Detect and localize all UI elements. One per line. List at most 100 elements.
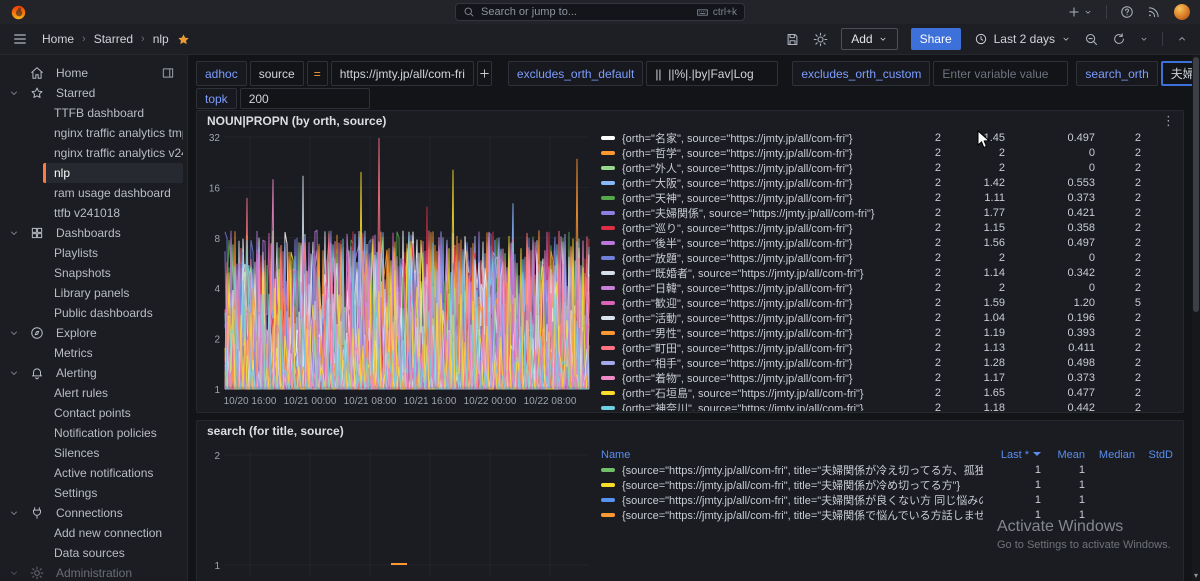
legend-row[interactable]: {orth="後半", source="https://jmty.jp/all/… <box>601 235 1141 250</box>
topk-label[interactable]: topk <box>196 88 237 109</box>
breadcrumb-current[interactable]: nlp <box>152 32 169 46</box>
series-name[interactable]: {orth="夫婦関係", source="https://jmty.jp/al… <box>622 207 875 220</box>
legend-row[interactable]: {orth="日韓", source="https://jmty.jp/all/… <box>601 280 1141 295</box>
legend-row[interactable]: {orth="石垣島", source="https://jmty.jp/all… <box>601 385 1141 400</box>
legend-row[interactable]: {orth="着物", source="https://jmty.jp/all/… <box>601 370 1141 385</box>
chevron-down-icon[interactable] <box>8 567 22 579</box>
adhoc-variable-label[interactable]: adhoc <box>196 61 247 86</box>
save-dashboard-button[interactable] <box>785 32 800 47</box>
chevron-down-icon[interactable] <box>8 227 22 239</box>
legend-row[interactable]: {orth="夫婦関係", source="https://jmty.jp/al… <box>601 205 1141 220</box>
series-name[interactable]: {orth="名家", source="https://jmty.jp/all/… <box>622 132 853 145</box>
column-header-stdd[interactable]: StdD <box>1148 448 1173 461</box>
sidebar-item-silences[interactable]: Silences <box>43 443 183 463</box>
legend-row[interactable]: {orth="神奈川", source="https://jmty.jp/all… <box>601 400 1141 411</box>
legend-row[interactable]: {orth="既婚者", source="https://jmty.jp/all… <box>601 265 1141 280</box>
help-button[interactable] <box>1120 5 1134 19</box>
breadcrumb-home[interactable]: Home <box>42 32 75 46</box>
series-name[interactable]: {orth="哲学", source="https://jmty.jp/all/… <box>622 147 853 160</box>
breadcrumb-starred[interactable]: Starred <box>93 32 134 46</box>
sidebar-item-add-new-connection[interactable]: Add new connection <box>43 523 183 543</box>
series-name[interactable]: {orth="既婚者", source="https://jmty.jp/all… <box>622 267 864 280</box>
share-button[interactable]: Share <box>910 28 961 50</box>
vertical-scrollbar[interactable]: ▾ <box>1192 55 1200 581</box>
topk-input[interactable] <box>239 88 370 109</box>
sidebar-item-settings[interactable]: Settings <box>43 483 183 503</box>
legend-row[interactable]: {orth="歓迎", source="https://jmty.jp/all/… <box>601 295 1141 310</box>
legend-row[interactable]: {orth="放題", source="https://jmty.jp/all/… <box>601 250 1141 265</box>
sidebar-item-alerting[interactable]: Alerting <box>0 363 183 383</box>
chevron-down-icon[interactable] <box>8 87 22 99</box>
series-name[interactable]: {source="https://jmty.jp/all/com-fri", t… <box>622 494 983 507</box>
timeseries-chart[interactable]: 10/20 16:00 10/21 00:00 10/21 08:00 10/21 1… <box>199 131 593 413</box>
sidebar-item-home[interactable]: Home <box>0 63 183 83</box>
dock-icon[interactable] <box>161 66 175 80</box>
adhoc-filter-value[interactable]: https://jmty.jp/all/com-fri <box>330 61 474 86</box>
sidebar-item-nginx-traffic-analytics-tmp-c[interactable]: nginx traffic analytics tmp C... <box>43 123 183 143</box>
column-header-mean[interactable]: Mean <box>1057 448 1085 461</box>
sidebar-item-explore[interactable]: Explore <box>0 323 183 343</box>
sidebar-item-ttfb-v241018[interactable]: ttfb v241018 <box>43 203 183 223</box>
series-name[interactable]: {orth="男性", source="https://jmty.jp/all/… <box>622 327 853 340</box>
chevron-down-icon[interactable] <box>8 367 22 379</box>
series-name[interactable]: {orth="神奈川", source="https://jmty.jp/all… <box>622 402 864 412</box>
legend-row[interactable]: {orth="巡り", source="https://jmty.jp/all/… <box>601 220 1141 235</box>
legend-row[interactable]: {orth="天神", source="https://jmty.jp/all/… <box>601 190 1141 205</box>
series-name[interactable]: {source="https://jmty.jp/all/com-fri", t… <box>622 479 961 492</box>
legend-row[interactable]: {orth="相手", source="https://jmty.jp/all/… <box>601 355 1141 370</box>
time-range-picker[interactable]: Last 2 days <box>974 32 1071 46</box>
series-name[interactable]: {orth="天神", source="https://jmty.jp/all/… <box>622 192 853 205</box>
adhoc-filter-key[interactable]: source <box>249 61 304 86</box>
search-input[interactable]: Search or jump to... ctrl+k <box>455 3 745 21</box>
chevron-down-icon[interactable] <box>8 327 22 339</box>
panel-menu-icon[interactable]: ⋮ <box>1162 113 1175 128</box>
series-name[interactable]: {orth="町田", source="https://jmty.jp/all/… <box>622 342 853 355</box>
sidebar-item-alert-rules[interactable]: Alert rules <box>43 383 183 403</box>
sidebar-item-playlists[interactable]: Playlists <box>43 243 183 263</box>
add-panel-button[interactable]: Add <box>841 28 898 50</box>
scrollbar-thumb[interactable] <box>1193 57 1199 312</box>
sidebar-item-notification-policies[interactable]: Notification policies <box>43 423 183 443</box>
legend-row[interactable]: {orth="哲学", source="https://jmty.jp/all/… <box>601 145 1141 160</box>
zoom-out-time-button[interactable] <box>1084 32 1099 47</box>
user-avatar[interactable] <box>1174 4 1190 20</box>
series-name[interactable]: {orth="放題", source="https://jmty.jp/all/… <box>622 252 853 265</box>
excludes-orth-default-input[interactable] <box>646 61 779 86</box>
column-header-median[interactable]: Median <box>1098 448 1135 461</box>
legend-row[interactable]: {orth="外人", source="https://jmty.jp/all/… <box>601 160 1141 175</box>
sidebar-item-connections[interactable]: Connections <box>0 503 183 523</box>
legend-row[interactable]: {orth="町田", source="https://jmty.jp/all/… <box>601 340 1141 355</box>
adhoc-add-filter-button[interactable] <box>476 61 492 86</box>
sidebar-item-nlp[interactable]: nlp <box>43 163 183 183</box>
chevron-down-icon[interactable] <box>8 507 22 519</box>
sidebar-item-snapshots[interactable]: Snapshots <box>43 263 183 283</box>
series-name[interactable]: {orth="着物", source="https://jmty.jp/all/… <box>622 372 853 385</box>
excludes-orth-custom-input[interactable] <box>933 61 1069 86</box>
favorite-star-icon[interactable] <box>177 33 190 46</box>
mega-menu-button[interactable] <box>12 31 28 47</box>
series-name[interactable]: {orth="外人", source="https://jmty.jp/all/… <box>622 162 853 175</box>
sidebar-item-contact-points[interactable]: Contact points <box>43 403 183 423</box>
refresh-interval-dropdown[interactable] <box>1139 34 1149 44</box>
series-name[interactable]: {orth="石垣島", source="https://jmty.jp/all… <box>622 387 864 400</box>
search-orth-label[interactable]: search_orth <box>1076 61 1158 86</box>
grafana-logo[interactable] <box>10 4 27 21</box>
series-name[interactable]: {orth="大阪", source="https://jmty.jp/all/… <box>622 177 853 190</box>
series-name[interactable]: {orth="活動", source="https://jmty.jp/all/… <box>622 312 853 325</box>
sidebar-item-ttfb-dashboard[interactable]: TTFB dashboard <box>43 103 183 123</box>
table-row[interactable]: {source="https://jmty.jp/all/com-fri", t… <box>601 477 1173 492</box>
column-header-last[interactable]: Last * <box>983 449 1041 461</box>
dashboard-settings-button[interactable] <box>813 32 828 47</box>
sidebar-item-data-sources[interactable]: Data sources <box>43 543 183 563</box>
scrollbar-down-arrow[interactable]: ▾ <box>1193 571 1198 580</box>
sidebar-item-starred[interactable]: Starred <box>0 83 183 103</box>
sidebar-item-dashboards[interactable]: Dashboards <box>0 223 183 243</box>
new-dropdown-button[interactable] <box>1067 5 1093 19</box>
sidebar-item-administration[interactable]: Administration <box>0 563 183 581</box>
series-name[interactable]: {source="https://jmty.jp/all/com-fri", t… <box>622 464 983 477</box>
series-name[interactable]: {orth="相手", source="https://jmty.jp/all/… <box>622 357 853 370</box>
news-button[interactable] <box>1147 5 1161 19</box>
excludes-orth-custom-label[interactable]: excludes_orth_custom <box>792 61 931 86</box>
legend-row[interactable]: {orth="名家", source="https://jmty.jp/all/… <box>601 130 1141 145</box>
